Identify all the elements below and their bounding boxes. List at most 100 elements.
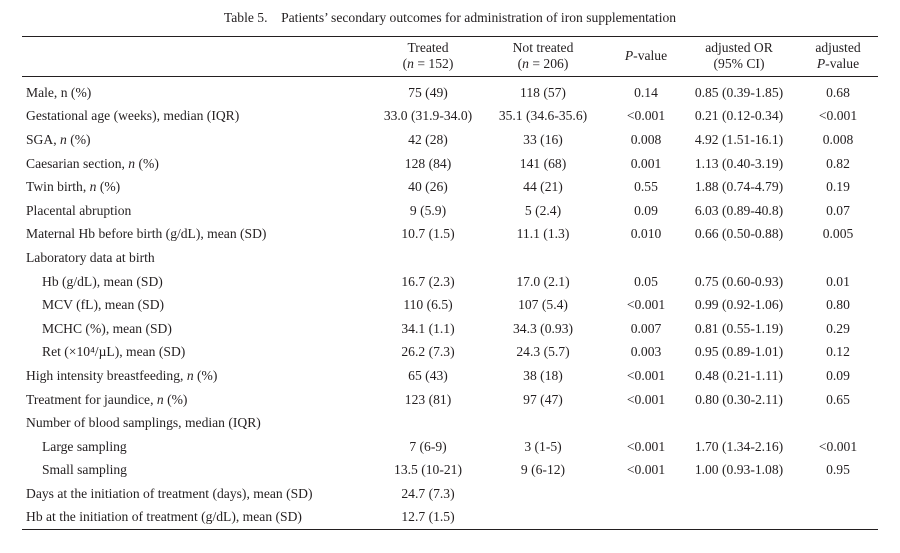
cell-pvalue: <0.001	[626, 462, 666, 478]
row-label: MCHC (%), mean (SD)	[42, 320, 172, 336]
row-label: Gestational age (weeks), median (IQR)	[26, 108, 240, 124]
cell-pvalue: <0.001	[626, 367, 666, 383]
cell-adjusted-pvalue	[798, 246, 878, 270]
table-row: Hb (g/dL), mean (SD) 16.7 (2.3) 17.0 (2.1)…	[22, 270, 878, 294]
cell-pvalue: 0.003	[630, 344, 662, 360]
cell-adjusted-pvalue: 0.005	[822, 226, 854, 242]
cell-adjusted-or: 6.03 (0.89-40.8)	[694, 202, 784, 218]
table-row: Small sampling 13.5 (10-21) 9 (6-12) <0.001…	[22, 459, 878, 483]
header-pvalue: P-value	[612, 37, 680, 77]
cell-not-treated: 38 (18)	[523, 367, 563, 383]
row-label: Number of blood samplings, median (IQR)	[26, 415, 261, 431]
cell-adjusted-pvalue: 0.95	[826, 462, 850, 478]
header-adjusted-or: adjusted OR (95% CI)	[680, 37, 798, 77]
cell-pvalue: <0.001	[626, 108, 666, 124]
header-not-treated: Not treated (n = 206)	[474, 37, 612, 77]
cell-adjusted-or: 4.92 (1.51-16.1)	[694, 131, 784, 147]
cell-pvalue: <0.001	[626, 391, 666, 407]
cell-treated: 9 (5.9)	[409, 202, 447, 218]
cell-adjusted-pvalue: 0.82	[826, 155, 850, 171]
header-not-treated-label: Not treated	[512, 40, 574, 55]
cell-not-treated: 34.3 (0.93)	[512, 320, 574, 336]
table-row: Placental abruption 9 (5.9) 5 (2.4) 0.09 6.0…	[22, 199, 878, 223]
cell-treated: 12.7 (1.5)	[401, 509, 455, 525]
table-row: Hb at the initiation of treatment (g/dL)…	[22, 506, 878, 530]
table-row: Male, n (%) 75 (49) 118 (57) 0.14 0.85 (0.39…	[22, 77, 878, 105]
cell-adjusted-or: 0.21 (0.12-0.34)	[694, 108, 784, 124]
table-row: Ret (×10⁴/µL), mean (SD) 26.2 (7.3) 24.3 (…	[22, 341, 878, 365]
cell-adjusted-pvalue: 0.29	[826, 320, 850, 336]
cell-pvalue: 0.008	[630, 131, 662, 147]
cell-treated: 26.2 (7.3)	[401, 344, 455, 360]
cell-not-treated	[474, 246, 612, 270]
row-label: Ret (×10⁴/µL), mean (SD)	[42, 344, 186, 360]
cell-adjusted-or: 1.00 (0.93-1.08)	[694, 462, 784, 478]
header-treated: Treated (n = 152)	[382, 37, 474, 77]
cell-pvalue: 0.007	[630, 320, 662, 336]
row-label: Hb at the initiation of treatment (g/dL)…	[26, 509, 302, 525]
cell-treated: 7 (6-9)	[409, 438, 447, 454]
cell-pvalue	[612, 246, 680, 270]
header-adjusted-pvalue-line2: P-value	[816, 56, 860, 71]
cell-pvalue: 0.14	[634, 84, 658, 100]
cell-adjusted-or	[680, 246, 798, 270]
cell-pvalue: 0.05	[634, 273, 658, 289]
row-label: Large sampling	[42, 438, 127, 454]
cell-treated: 34.1 (1.1)	[401, 320, 455, 336]
cell-adjusted-pvalue: 0.008	[822, 131, 854, 147]
table-row: Gestational age (weeks), median (IQR) 33.…	[22, 105, 878, 129]
cell-not-treated: 24.3 (5.7)	[516, 344, 570, 360]
header-not-treated-n: (n = 206)	[517, 56, 569, 71]
row-label: Days at the initiation of treatment (day…	[26, 485, 313, 501]
row-label: SGA, n (%)	[26, 131, 91, 147]
header-row: Treated (n = 152) Not treated (n = 206) …	[22, 36, 878, 77]
cell-adjusted-pvalue	[798, 411, 878, 435]
row-label: Placental abruption	[26, 202, 132, 218]
cell-adjusted-or	[680, 482, 798, 506]
header-adjusted-or-line1: adjusted OR	[705, 40, 773, 55]
cell-not-treated: 35.1 (34.6-35.6)	[498, 108, 588, 124]
table-header: Treated (n = 152) Not treated (n = 206) …	[22, 36, 878, 77]
cell-adjusted-or: 1.88 (0.74-4.79)	[694, 179, 784, 195]
table-caption: Table 5. Patients’ secondary outcomes fo…	[223, 10, 677, 25]
header-variable	[22, 37, 382, 77]
cell-pvalue	[612, 506, 680, 530]
cell-treated: 128 (84)	[404, 155, 452, 171]
cell-adjusted-or: 0.95 (0.89-1.01)	[694, 344, 784, 360]
header-treated-label: Treated	[407, 40, 449, 55]
row-label: Maternal Hb before birth (g/dL), mean (S…	[26, 226, 267, 242]
cell-adjusted-pvalue	[798, 506, 878, 530]
cell-adjusted-pvalue: 0.19	[826, 179, 850, 195]
cell-not-treated: 11.1 (1.3)	[516, 226, 570, 242]
cell-adjusted-or: 0.66 (0.50-0.88)	[694, 226, 784, 242]
cell-adjusted-or: 0.81 (0.55-1.19)	[694, 320, 784, 336]
row-label: Laboratory data at birth	[26, 249, 155, 265]
row-label: Twin birth, n (%)	[26, 179, 121, 195]
cell-treated: 10.7 (1.5)	[401, 226, 455, 242]
cell-treated	[382, 411, 474, 435]
table-row: Twin birth, n (%) 40 (26) 44 (21) 0.55 1.88 …	[22, 175, 878, 199]
cell-pvalue: 0.010	[630, 226, 662, 242]
header-pvalue-label: P-value	[624, 48, 668, 63]
cell-not-treated	[474, 482, 612, 506]
cell-treated: 123 (81)	[404, 391, 452, 407]
cell-adjusted-pvalue: <0.001	[818, 438, 858, 454]
header-treated-n: (n = 152)	[402, 56, 454, 71]
cell-not-treated: 33 (16)	[523, 131, 563, 147]
cell-not-treated	[474, 506, 612, 530]
cell-not-treated	[474, 411, 612, 435]
table-body: Male, n (%) 75 (49) 118 (57) 0.14 0.85 (0.39…	[22, 77, 878, 530]
table-row: Caesarian section, n (%) 128 (84) 141 (68)…	[22, 152, 878, 176]
table-row: MCV (fL), mean (SD) 110 (6.5) 107 (5.4) <0.…	[22, 293, 878, 317]
cell-adjusted-pvalue: 0.65	[826, 391, 850, 407]
cell-adjusted-pvalue: 0.68	[826, 84, 850, 100]
table-row: Treatment for jaundice, n (%) 123 (81) 97 …	[22, 388, 878, 412]
cell-treated: 16.7 (2.3)	[401, 273, 455, 289]
cell-pvalue	[612, 482, 680, 506]
cell-not-treated: 107 (5.4)	[518, 297, 568, 313]
table-row: Number of blood samplings, median (IQR)	[22, 411, 878, 435]
cell-pvalue	[612, 411, 680, 435]
row-label: Caesarian section, n (%)	[26, 155, 159, 171]
cell-treated: 24.7 (7.3)	[401, 485, 455, 501]
header-adjusted-or-line2: (95% CI)	[713, 56, 765, 71]
